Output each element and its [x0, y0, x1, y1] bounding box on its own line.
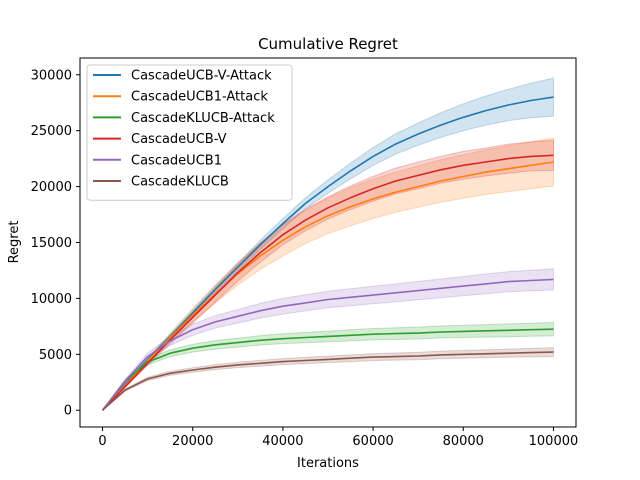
legend-label-cascadeucb-v: CascadeUCB-V	[131, 132, 227, 147]
line-cascadeucb1	[101, 278, 554, 411]
x-axis-ticks: 0 20000 40000 60000 80000 100000	[98, 427, 578, 449]
y-tick-label: 5000	[39, 348, 72, 363]
x-tick-label: 0	[98, 434, 106, 449]
line-cascadeucb1-attack	[101, 161, 554, 411]
y-axis-label: Regret	[7, 221, 22, 264]
y-tick-label: 15000	[31, 236, 72, 251]
series-lines	[101, 96, 554, 411]
y-axis-ticks: 0 5000 10000 15000 20000 25000 30000	[31, 68, 80, 419]
x-tick-label: 60000	[352, 434, 393, 449]
x-tick-label: 80000	[443, 434, 484, 449]
line-cascadeucb-v-attack	[101, 96, 554, 411]
legend-label-cascadeucb1: CascadeUCB1	[131, 153, 222, 168]
y-tick-label: 10000	[31, 292, 72, 307]
chart-title: Cumulative Regret	[258, 35, 398, 53]
y-tick-label: 25000	[31, 124, 72, 139]
legend-label-cascadeucb-v-attack: CascadeUCB-V-Attack	[131, 69, 272, 84]
y-tick-label: 30000	[31, 68, 72, 83]
x-tick-label: 40000	[262, 434, 303, 449]
legend-box	[86, 64, 293, 201]
line-cascadeklucb	[101, 351, 554, 411]
legend-label-cascadeklucb: CascadeKLUCB	[131, 175, 229, 190]
band-cascadeucb1-attack	[102, 137, 554, 411]
x-axis-label: Iterations	[297, 456, 359, 471]
line-cascadeklucb-attack	[101, 328, 554, 411]
y-tick-label: 0	[64, 404, 72, 419]
legend: CascadeUCB-V-Attack CascadeUCB1-Attack Cas…	[86, 64, 293, 201]
legend-label-cascadeucb1-attack: CascadeUCB1-Attack	[131, 90, 268, 105]
x-tick-label: 20000	[172, 434, 213, 449]
y-tick-label: 20000	[31, 180, 72, 195]
legend-label-cascadeklucb-attack: CascadeKLUCB-Attack	[131, 111, 275, 126]
line-cascadeucb-v	[101, 154, 554, 411]
plot-frame	[79, 57, 577, 428]
x-tick-label: 100000	[529, 434, 579, 449]
